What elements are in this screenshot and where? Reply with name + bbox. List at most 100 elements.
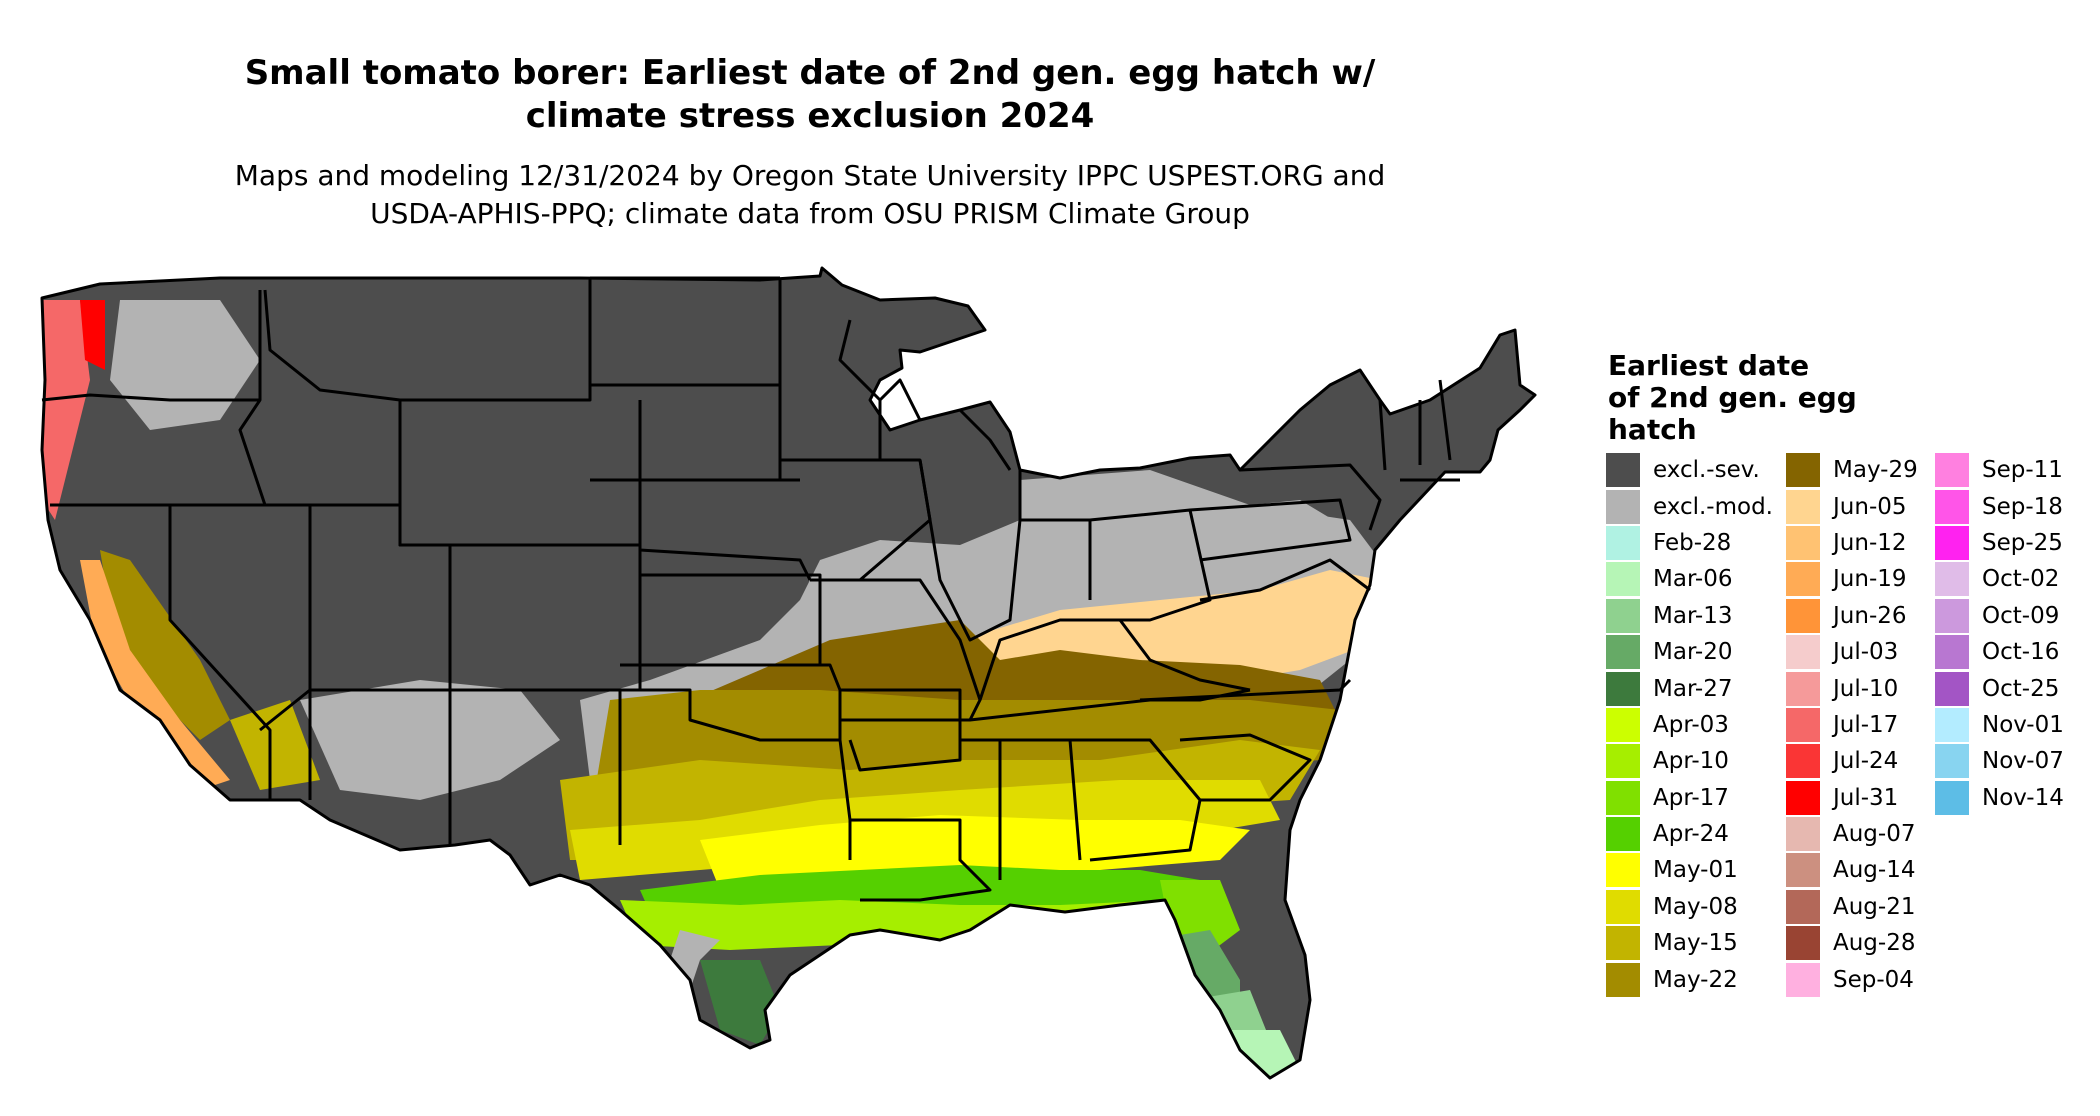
legend-label: Jun-26 — [1833, 602, 1907, 629]
legend-item: Jun-19 — [1786, 561, 1918, 597]
map-subtitle-line-2: USDA-APHIS-PPQ; climate data from OSU PR… — [370, 197, 1250, 230]
legend-label: May-08 — [1653, 893, 1738, 920]
legend-item: Jun-26 — [1786, 598, 1918, 634]
legend-item: Jun-05 — [1786, 488, 1918, 524]
legend-item: Apr-24 — [1606, 816, 1773, 852]
legend-label: May-15 — [1653, 930, 1738, 957]
border-louisiana — [850, 818, 992, 902]
legend-swatch — [1786, 707, 1820, 742]
legend-item: Mar-27 — [1606, 670, 1773, 706]
legend-swatch — [1786, 744, 1820, 779]
border-nevada — [170, 503, 312, 732]
legend-label: Jun-19 — [1833, 566, 1907, 593]
legend-item: Sep-04 — [1786, 961, 1918, 997]
border-arizona-nm — [308, 690, 452, 845]
zone-texas-mar-27 — [700, 960, 780, 1045]
legend-swatch — [1606, 780, 1640, 815]
legend-label: Jun-12 — [1833, 529, 1907, 556]
legend-swatch — [1786, 780, 1820, 815]
legend-item: Sep-25 — [1935, 525, 2064, 561]
legend-swatch — [1786, 562, 1820, 597]
legend-swatch — [1786, 853, 1820, 888]
legend-swatch — [1606, 853, 1640, 888]
legend-column-2: May-29 Jun-05 Jun-12 Jun-19 Jun-26 Jul-03 Jul-… — [1786, 452, 1918, 998]
legend-label: Oct-25 — [1982, 675, 2060, 702]
legend-item: Apr-10 — [1606, 743, 1773, 779]
border-new-england — [1378, 379, 1460, 482]
legend-item: Oct-02 — [1935, 561, 2064, 597]
border-missouri — [820, 578, 982, 722]
zone-florida-mar-06 — [1220, 1030, 1300, 1078]
legend-label: Sep-25 — [1982, 529, 2063, 556]
legend-item: Oct-09 — [1935, 598, 2064, 634]
legend-label: May-01 — [1653, 857, 1738, 884]
legend-label: Aug-07 — [1833, 821, 1916, 848]
border-washington-oregon — [41, 393, 260, 402]
legend-item: Sep-18 — [1935, 488, 2064, 524]
legend-label: May-22 — [1653, 966, 1738, 993]
legend-title-line-2: of 2nd gen. egg — [1608, 381, 1857, 414]
legend-label: Sep-04 — [1833, 966, 1914, 993]
legend-swatch — [1606, 635, 1640, 670]
legend-swatch — [1786, 635, 1820, 670]
legend-swatch — [1935, 780, 1969, 815]
legend-swatch — [1935, 525, 1969, 560]
legend-item: Aug-07 — [1786, 816, 1918, 852]
legend-title-line-3: hatch — [1608, 413, 1697, 446]
legend-swatch — [1786, 962, 1820, 997]
legend-item: Sep-11 — [1935, 452, 2064, 488]
zone-excl-mod-north-east — [1020, 470, 1380, 560]
border-wisconsin-michigan — [878, 378, 1012, 471]
legend-item: Nov-01 — [1935, 707, 2064, 743]
legend-swatch — [1606, 962, 1640, 997]
legend-item: Apr-03 — [1606, 707, 1773, 743]
legend-label: Jul-10 — [1833, 675, 1899, 702]
legend-label: Oct-16 — [1982, 639, 2060, 666]
legend-swatch — [1786, 926, 1820, 961]
zone-pacific-jul-31 — [80, 300, 105, 370]
legend-swatch — [1935, 707, 1969, 742]
legend-title-line-1: Earliest date — [1608, 349, 1810, 382]
border-montana — [263, 278, 592, 402]
zone-arizona-valley — [230, 700, 320, 790]
legend-label: Nov-01 — [1982, 711, 2064, 738]
legend-item: Aug-14 — [1786, 852, 1918, 888]
legend-label: Sep-18 — [1982, 493, 2063, 520]
zone-california-valley — [100, 550, 230, 740]
border-pennsylvania — [1189, 498, 1352, 562]
legend-swatch — [1606, 707, 1640, 742]
legend-item: Aug-28 — [1786, 925, 1918, 961]
legend-item: excl.-mod. — [1606, 488, 1773, 524]
legend-swatch — [1786, 671, 1820, 706]
legend-label: Oct-09 — [1982, 602, 2060, 629]
legend-item: Mar-06 — [1606, 561, 1773, 597]
legend-swatch — [1935, 635, 1969, 670]
legend-label: Apr-17 — [1653, 784, 1729, 811]
border-arkansas — [840, 688, 962, 772]
legend-swatch — [1606, 453, 1640, 488]
map-subtitle: Maps and modeling 12/31/2024 by Oregon S… — [0, 157, 1620, 233]
legend-label: Apr-03 — [1653, 711, 1729, 738]
legend-label: Jun-05 — [1833, 493, 1907, 520]
legend-swatch — [1786, 889, 1820, 924]
legend-item: Oct-25 — [1935, 670, 2064, 706]
legend-label: Aug-14 — [1833, 857, 1916, 884]
legend-item: Aug-21 — [1786, 889, 1918, 925]
legend-label: Mar-13 — [1653, 602, 1733, 629]
legend-column-3: Sep-11 Sep-18 Sep-25 Oct-02 Oct-09 Oct-16 Oct-… — [1935, 452, 2064, 816]
legend-item: Jun-12 — [1786, 525, 1918, 561]
border-minnesota — [778, 278, 882, 462]
legend-item: Oct-16 — [1935, 634, 2064, 670]
legend-item: Jul-03 — [1786, 634, 1918, 670]
legend-item: Nov-14 — [1935, 780, 2064, 816]
border-south-carolina — [1179, 733, 1312, 802]
legend-swatch — [1606, 562, 1640, 597]
legend-swatch — [1935, 453, 1969, 488]
legend-item: Mar-13 — [1606, 598, 1773, 634]
legend-label: Nov-14 — [1982, 784, 2064, 811]
legend-swatch — [1786, 489, 1820, 524]
legend-swatch — [1935, 489, 1969, 524]
legend-swatch — [1935, 598, 1969, 633]
legend-swatch — [1935, 744, 1969, 779]
legend-label: Mar-20 — [1653, 639, 1733, 666]
